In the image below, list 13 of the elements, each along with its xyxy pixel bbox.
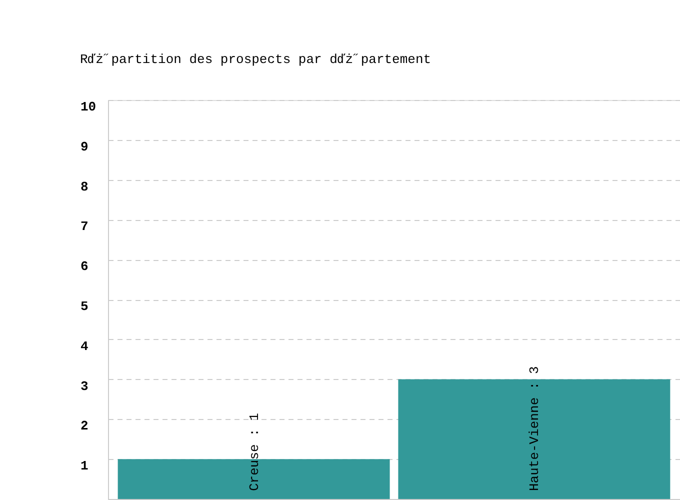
y-tick-label: 8 (80, 179, 88, 194)
data-label: Haute-Vienne : 3 (527, 366, 542, 491)
y-tick-label: 9 (80, 139, 88, 154)
y-tick-label: 4 (80, 338, 88, 354)
data-label: Creuse : 1 (246, 412, 262, 491)
y-tick-label: 5 (80, 299, 88, 314)
y-tick-label: 10 (80, 100, 96, 114)
y-tick-label: 7 (80, 219, 88, 234)
chart-title: Rďż˝partition des prospects par dďż˝partement (80, 52, 432, 67)
y-tick-label: 2 (80, 418, 88, 434)
y-tick-label: 1 (80, 458, 88, 474)
y-tick-label: 6 (80, 259, 88, 274)
y-tick-label: 3 (80, 378, 88, 394)
